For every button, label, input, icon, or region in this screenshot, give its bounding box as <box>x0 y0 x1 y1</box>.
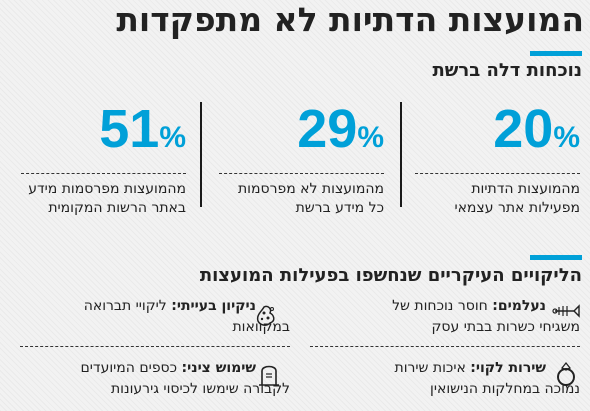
page-title: המועצות הדתיות לא מתפקדות <box>116 0 584 39</box>
stat-divider <box>200 102 202 207</box>
stat-desc-line1: מהמועצות מפרסמות מידע <box>28 181 186 197</box>
stat-rule <box>415 173 580 174</box>
germ-icon <box>256 305 275 326</box>
stat-desc-line2: כל מידע ברשת <box>295 200 384 216</box>
failure-text-line2: משגיחי כשרות בבתי עסק <box>431 319 581 335</box>
failure-label: ניקיון בעייתי: <box>171 298 256 314</box>
presence-heading: נוכחות דלה ברשת <box>432 60 582 81</box>
gravestone-icon <box>259 365 279 386</box>
section-accent-bar <box>530 51 582 56</box>
stat-rule <box>219 173 384 174</box>
failure-text-line1: איכות שירות <box>394 360 466 376</box>
stat-value: 51% <box>99 99 186 159</box>
stat-self-website: 20% מהמועצות הדתיות מפעילות אתר עצמאי <box>410 102 580 218</box>
failure-item-service: שירות לקוי: איכות שירות נמוכה במחלקות הנ… <box>310 358 581 400</box>
failure-item-cynical-use: שימוש ציני: כספים המיועדים לקבורה שימשו … <box>20 358 290 400</box>
failure-text-line2: במקוואות <box>232 319 290 335</box>
failure-item-missing: נעלמים: חוסר נוכחות של משגיחי כשרות בבתי… <box>310 296 580 338</box>
failures-heading: הליקויים העיקריים שנחשפו בפעילות המועצות <box>199 265 582 286</box>
stat-desc-line1: מהמועצות לא מפרסמות <box>237 181 384 197</box>
failure-label: שימוש ציני: <box>181 360 257 376</box>
stat-rule <box>21 173 186 174</box>
stat-divider <box>400 102 402 207</box>
stat-municipal-site: 51% מהמועצות מפרסמות מידע באתר הרשות המק… <box>16 102 186 218</box>
item-rule <box>20 346 290 347</box>
failure-label: שירות לקוי: <box>470 360 546 376</box>
failure-text-line1: חוסר נוכחות של <box>392 298 488 314</box>
fish-bone-icon <box>552 304 580 318</box>
stat-desc-line2: באתר הרשות המקומית <box>48 200 186 216</box>
section-accent-bar <box>530 255 582 260</box>
failure-text-line1: ליקויי תברואה <box>83 298 167 314</box>
failure-item-cleanliness: ניקיון בעייתי: ליקויי תברואה במקוואות <box>20 296 290 338</box>
failure-label: נעלמים: <box>492 298 546 314</box>
stat-value: 29% <box>297 99 384 159</box>
failure-text-line2: לקבורה שימשו לכיסוי גירעונות <box>110 381 290 397</box>
stat-desc-line2: מפעילות אתר עצמאי <box>454 200 580 216</box>
failure-text-line2: נמוכה במחלקות הנישואין <box>430 381 580 397</box>
stat-no-info: 29% מהמועצות לא מפרסמות כל מידע ברשת <box>214 102 384 218</box>
stat-desc-line1: מהמועצות הדתיות <box>471 181 580 197</box>
item-rule <box>310 346 580 347</box>
stat-value: 20% <box>493 99 580 159</box>
ring-icon <box>557 361 575 386</box>
failure-text-line1: כספים המיועדים <box>80 360 178 376</box>
